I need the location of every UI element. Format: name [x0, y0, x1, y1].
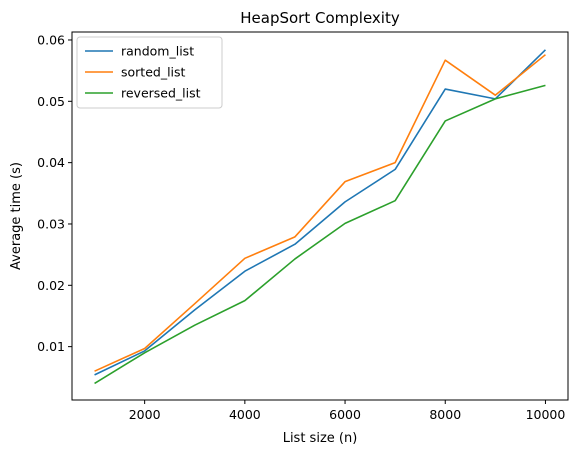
x-axis: 2000 4000 6000 8000 10000 — [129, 400, 566, 422]
series-line-random-list — [94, 49, 547, 376]
legend-box — [76, 36, 223, 109]
x-axis-label: List size (n) — [283, 431, 358, 446]
y-axis-label: Average time (s) — [9, 162, 24, 270]
plot-area — [94, 49, 547, 385]
chart-title: HeapSort Complexity — [240, 9, 400, 27]
series-line-reversed-list — [94, 84, 546, 385]
y-axis: 0.01 0.02 0.03 0.04 0.05 0.06 — [37, 32, 72, 354]
x-tick-label: 8000 — [429, 407, 461, 422]
x-tick-label: 6000 — [329, 407, 361, 422]
legend-label: reversed_list — [121, 86, 201, 101]
plot-frame — [71, 31, 569, 401]
x-tick-label: 2000 — [129, 407, 161, 422]
y-tick-label: 0.03 — [37, 216, 65, 231]
series-line-sorted-list — [94, 54, 546, 372]
legend: random_list sorted_list reversed_list — [76, 36, 223, 109]
y-tick-label: 0.05 — [37, 94, 65, 109]
y-tick-label: 0.04 — [37, 155, 65, 170]
y-tick-label: 0.02 — [37, 278, 65, 293]
legend-label: random_list — [121, 44, 194, 59]
legend-label: sorted_list — [121, 65, 186, 80]
x-tick-label: 4000 — [229, 407, 261, 422]
y-tick-label: 0.06 — [37, 32, 65, 47]
x-tick-label: 10000 — [526, 407, 566, 422]
y-tick-label: 0.01 — [37, 339, 65, 354]
